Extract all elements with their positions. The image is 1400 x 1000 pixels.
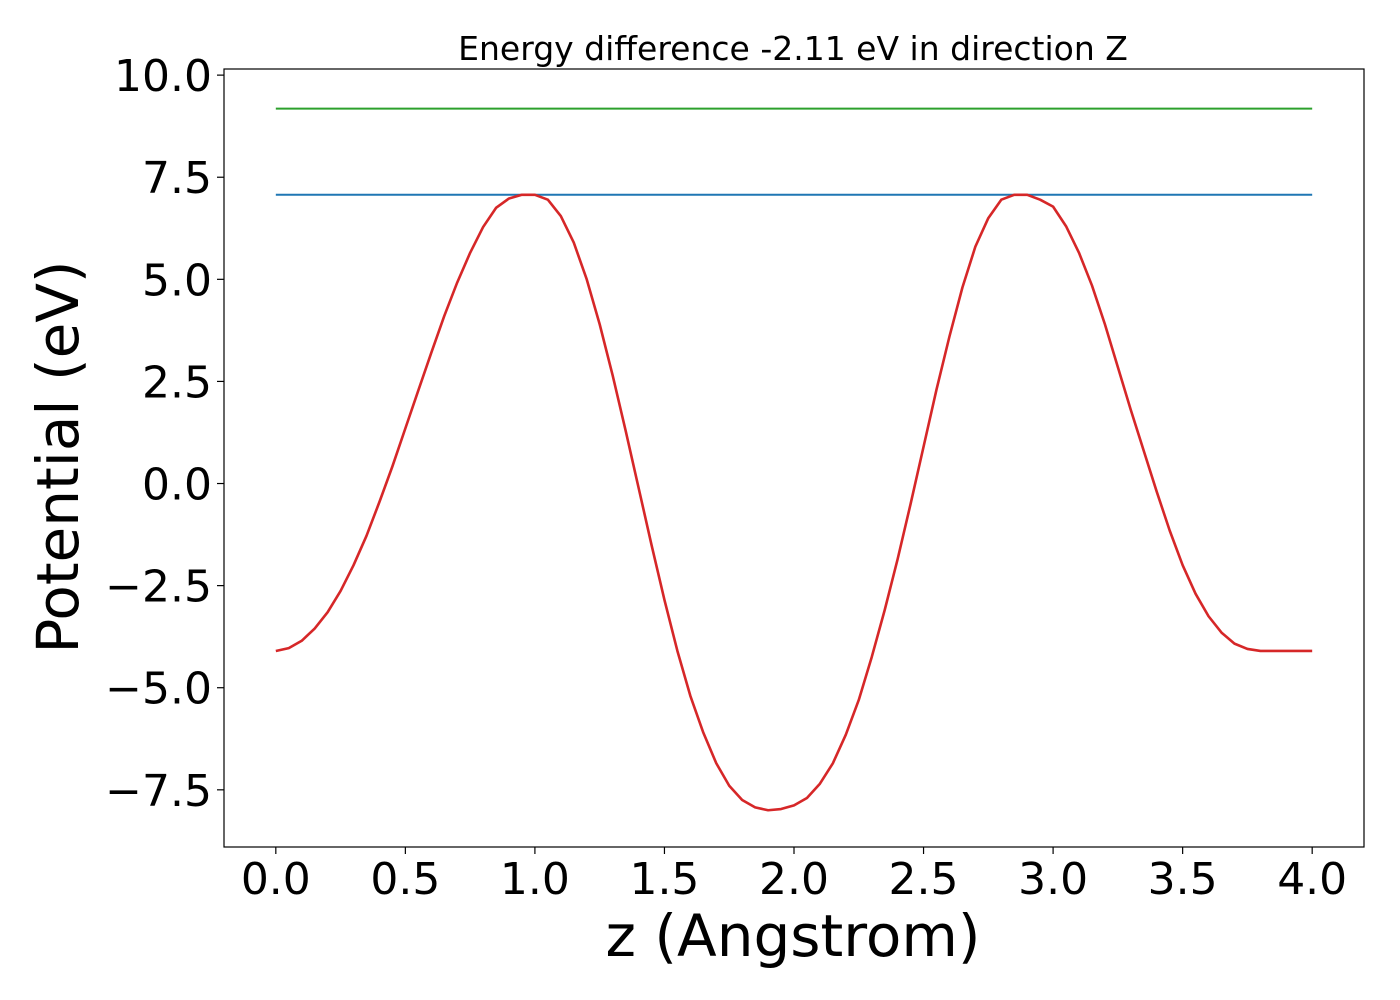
x-axis: 0.0 0.5 1.0 1.5 2.0 2.5 3.0 3.5 4.0 <box>241 847 1347 905</box>
x-axis-label: z (Angstrom) <box>606 902 981 970</box>
y-axis-label: Potential (eV) <box>24 260 92 653</box>
x-tick-label: 2.5 <box>889 854 959 905</box>
series-layer <box>275 107 1313 812</box>
x-tick-label: 3.5 <box>1148 854 1218 905</box>
x-tick-label: 4.0 <box>1277 854 1347 905</box>
y-tick-label: 5.0 <box>142 255 212 306</box>
x-tick-label: 1.0 <box>500 854 570 905</box>
x-tick-label: 0.5 <box>370 854 440 905</box>
x-tick-label: 1.5 <box>629 854 699 905</box>
x-tick-label: 3.0 <box>1018 854 1088 905</box>
series-line-3 <box>275 193 1313 812</box>
y-tick-label: 0.0 <box>142 460 212 511</box>
x-tick-label: 0.0 <box>241 854 311 905</box>
x-tick-label: 2.0 <box>759 854 829 905</box>
y-tick-label: 10.0 <box>114 51 212 102</box>
y-tick-label: 2.5 <box>142 357 212 408</box>
chart-title: Energy difference -2.11 eV in direction … <box>458 29 1128 68</box>
y-tick-label: 7.5 <box>142 153 212 204</box>
y-tick-label: −2.5 <box>105 562 212 613</box>
y-tick-label: −7.5 <box>105 766 212 817</box>
y-axis: −7.5 −5.0 −2.5 0.0 2.5 5.0 7.5 10.0 <box>105 51 224 817</box>
y-tick-label: −5.0 <box>105 664 212 715</box>
